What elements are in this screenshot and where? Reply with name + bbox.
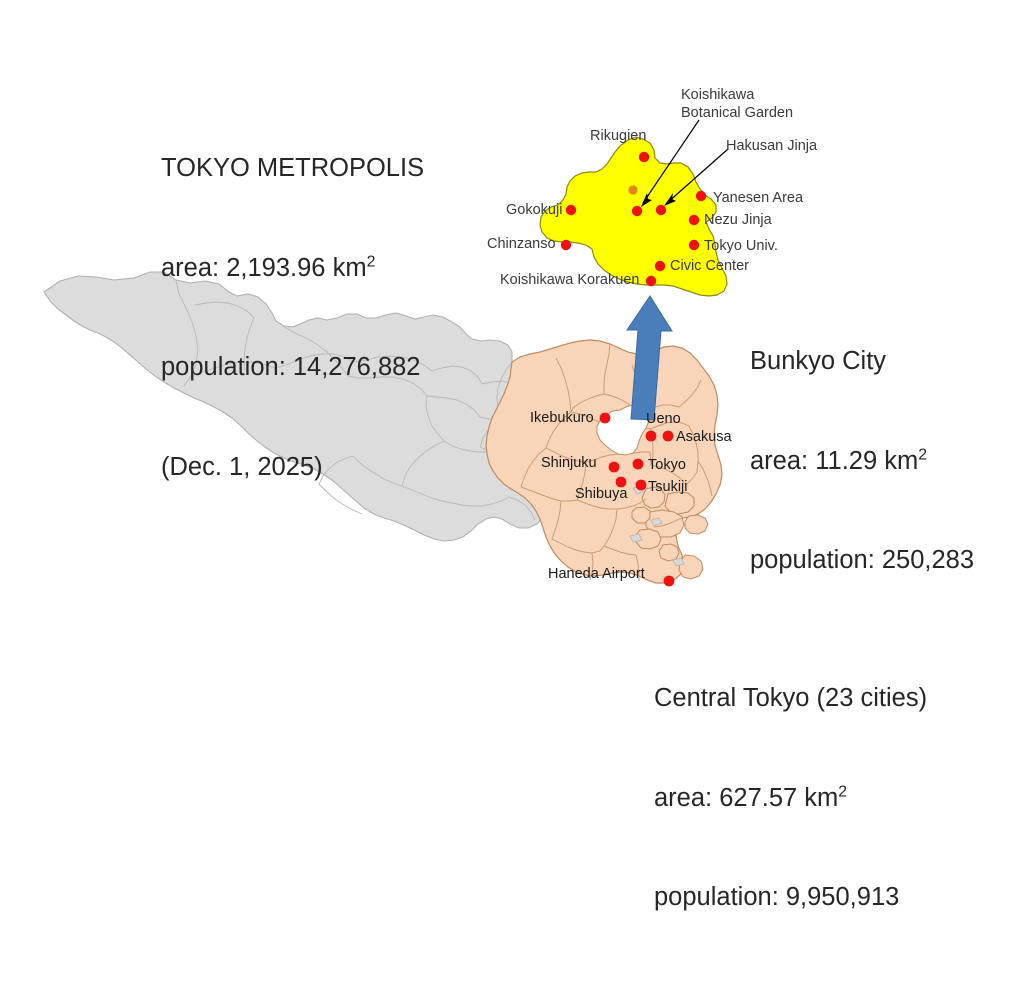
bunkyo-city-population-value: 250,283	[881, 546, 975, 575]
tokyo-label: Tokyo	[648, 457, 686, 473]
chinzanso-label: Chinzanso	[487, 236, 556, 252]
shinjuku-label: Shinjuku	[541, 455, 597, 471]
rikugien-label: Rikugien	[590, 128, 647, 144]
gokokuji-label: Gokokuji	[506, 202, 563, 218]
tsukiji-label: Tsukiji	[648, 479, 688, 495]
hakusan-jinja-callout: Hakusan Jinja	[726, 138, 818, 154]
tokyo-metropolis-area-value: 2,193.96 km	[226, 253, 367, 282]
central-tokyo-title: Central Tokyo (23 cities)	[654, 684, 928, 713]
bunkyo-inset-markers	[560, 151, 707, 287]
bunkyo-city-area-label: area:	[750, 446, 816, 475]
tokyo-marker	[632, 458, 644, 470]
tokyo-metropolis-population: population: 14,276,882	[161, 351, 424, 384]
central-tokyo-area: area: 627.57 km2	[654, 782, 927, 815]
central-tokyo-population: population: 9,950,913	[654, 881, 927, 914]
ueno-label: Ueno	[646, 411, 681, 427]
civic-center-marker	[654, 260, 666, 272]
zoom-arrow-shape	[626, 295, 673, 421]
koishikawa-botanical-garden-callout: Koishikawa Botanical Garden	[681, 87, 794, 122]
bunkyo-inset-region	[539, 136, 728, 297]
central-tokyo-population-value: 9,950,913	[785, 883, 900, 912]
tokyo-metropolis-date: (Dec. 1, 2025)	[161, 452, 323, 481]
civic-center-label: Civic Center	[670, 258, 749, 274]
bunkyo-city-area: area: 11.29 km2	[750, 445, 974, 478]
tokyo-metropolis-area-label: area:	[161, 253, 227, 282]
chinzanso-marker	[560, 239, 572, 251]
bunkyo-city-population: population: 250,283	[750, 544, 974, 577]
tokyo-bay-piers	[629, 485, 685, 567]
yanesen-area-label: Yanesen Area	[713, 190, 804, 206]
koishikawa-korakuen-marker	[645, 275, 657, 287]
ikebukuro-marker	[599, 412, 611, 424]
tokyo-univ-label: Tokyo Univ.	[704, 238, 778, 254]
bunkyo-inset-shape	[539, 136, 728, 297]
central-tokyo-region	[485, 339, 723, 584]
inset-leader-lines	[642, 119, 729, 204]
tokyo-metropolis-title: TOKYO METROPOLIS	[161, 154, 425, 183]
bunkyo-city-population-label: population:	[750, 546, 882, 575]
inset-leader-arrowheads	[641, 193, 676, 207]
haneda-airport-marker	[663, 575, 675, 587]
map-canvas: TOKYO METROPOLIS area: 2,193.96 km2 popu…	[43, 86, 974, 911]
ward-boundaries	[520, 343, 713, 581]
tokyo-metropolis-population-value: 14,276,882	[292, 353, 421, 382]
bunkyo-city-info: Bunkyo City area: 11.29 km2 population: …	[750, 279, 974, 644]
tokyo-univ-marker	[688, 239, 700, 251]
rikugien-marker	[638, 151, 650, 163]
tsukiji-marker	[635, 479, 647, 491]
hakusan-jinja-arrowhead	[664, 193, 676, 206]
ikebukuro-label: Ikebukuro	[530, 410, 594, 426]
haneda-airport-label: Haneda Airport	[548, 566, 645, 582]
ueno-marker	[645, 430, 657, 442]
nezu-jinja-label: Nezu Jinja	[704, 212, 772, 228]
zoom-arrow	[626, 295, 673, 421]
bunkyo-city-area-exponent: 2	[918, 446, 928, 464]
botanical-garden-site-marker	[655, 204, 667, 216]
central-tokyo-area-value: 627.57 km	[719, 783, 839, 812]
nezu-jinja-marker	[688, 214, 700, 226]
bunkyo-city-area-value: 11.29 km	[815, 446, 919, 475]
hakusan-jinja-marker	[631, 205, 643, 217]
tokyo-metropolis-area-exponent: 2	[366, 253, 376, 271]
central-tokyo-population-label: population:	[654, 883, 786, 912]
hakusan-jinja-leader	[666, 148, 729, 204]
asakusa-marker	[662, 430, 674, 442]
tokyo-metropolis-population-label: population:	[161, 353, 293, 382]
central-tokyo-markers	[599, 412, 675, 587]
central-tokyo-area-label: area:	[654, 783, 720, 812]
tokyo-metropolis-area: area: 2,193.96 km2	[161, 252, 424, 285]
koishikawa-botanical-garden-leader	[642, 119, 700, 204]
tokyo-metropolis-info: TOKYO METROPOLIS area: 2,193.96 km2 popu…	[161, 86, 424, 550]
central-tokyo-area-exponent: 2	[838, 783, 848, 801]
shinjuku-marker	[608, 461, 620, 473]
gokokuji-marker	[565, 204, 577, 216]
yanesen-area-marker	[695, 190, 707, 202]
asakusa-label: Asakusa	[676, 429, 732, 445]
tokyo-map-graphic	[43, 119, 729, 587]
central-tokyo-info: Central Tokyo (23 cities) area: 627.57 k…	[654, 616, 927, 981]
koishikawa-botanical-garden-arrowhead	[641, 193, 652, 207]
koishikawa-korakuen-label: Koishikawa Korakuen	[500, 272, 640, 288]
shibuya-marker	[615, 476, 627, 488]
shibuya-label: Shibuya	[575, 486, 628, 502]
koishikawa-botanical-garden-marker	[628, 185, 638, 195]
bunkyo-city-title: Bunkyo City	[750, 347, 887, 376]
